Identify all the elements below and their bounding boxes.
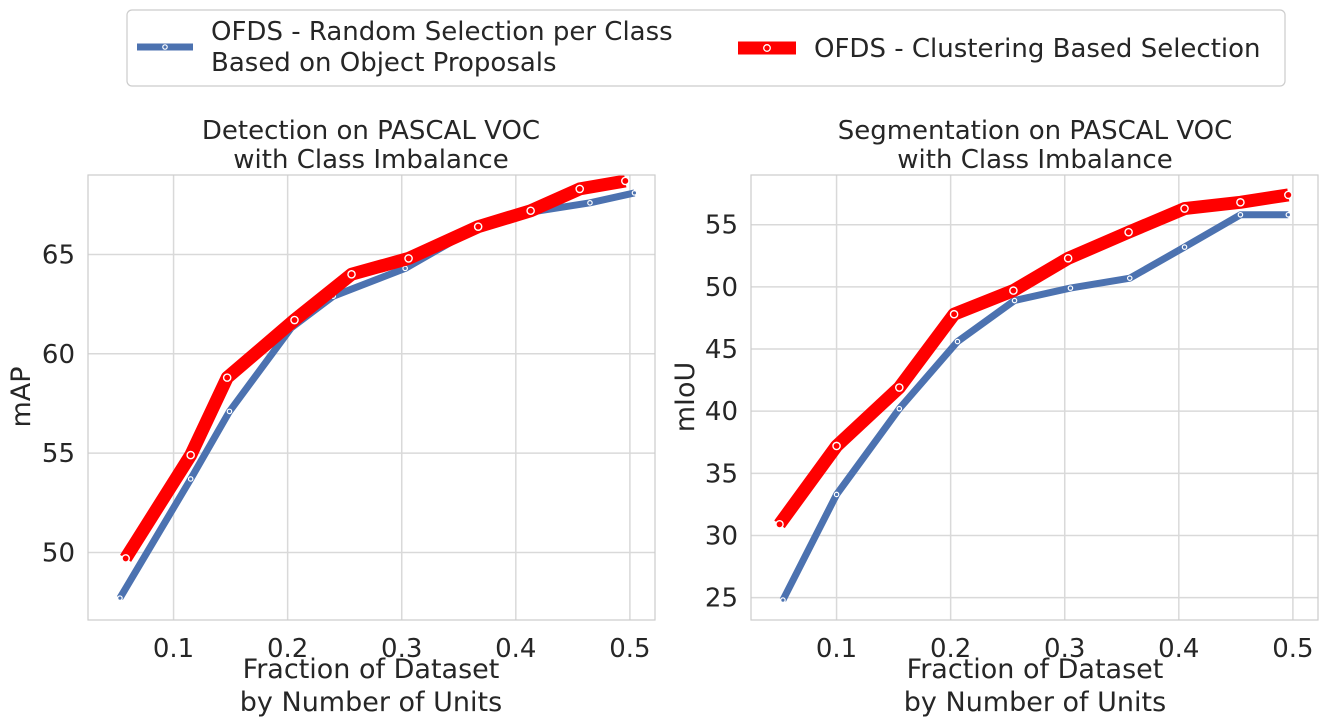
segmentation-random-series-line [779,211,1289,602]
segmentation-chart: Segmentation on PASCAL VOC with Class Im… [670,116,1319,718]
detection-random-point [587,200,593,206]
segmentation-y-tick-label: 40 [705,397,738,427]
detection-clustering-point [222,373,232,382]
detection-x-axis-label-line1: Fraction of Dataset [243,654,500,685]
segmentation-clustering-point [1124,227,1133,237]
detection-clustering-point [404,254,413,263]
detection-x-axis-label-line2: by Number of Units [240,687,502,718]
detection-clustering-point [347,270,356,279]
segmentation-clustering-point [1063,253,1073,263]
segmentation-random-point [1237,211,1244,218]
segmentation-title-line2: with Class Imbalance [897,145,1172,175]
detection-random-point [117,595,123,601]
segmentation-clustering-point [1236,198,1245,207]
legend-frame [126,9,1286,87]
detection-y-tick-label: 55 [42,439,75,469]
segmentation-y-tick-label: 55 [705,211,738,241]
detection-y-tick-label: 50 [42,538,75,568]
segmentation-plot-frame [750,174,1319,621]
segmentation-y-tick-label: 45 [705,335,738,365]
detection-random-point [226,408,233,415]
detection-series [116,174,638,601]
legend-red-label: OFDS - Clustering Based Selection [814,34,1261,64]
segmentation-clustering-point [1009,286,1018,295]
detection-grid [88,175,655,620]
segmentation-clustering-point [1284,190,1293,200]
legend-blue-marker [162,44,168,50]
segmentation-clustering-point [775,519,784,529]
detection-y-axis-label: mAP [6,366,37,427]
segmentation-clustering-point [895,383,904,392]
segmentation-random-point [780,597,786,603]
legend-red-marker [763,44,771,52]
segmentation-clustering-point [949,309,959,319]
segmentation-ticks: 0.1 0.2 0.3 0.4 0.5 25 30 35 40 45 50 55 [705,211,1314,664]
detection-ticks: 0.1 0.2 0.3 0.4 0.5 50 55 60 65 [42,240,651,664]
segmentation-y-axis-label: mIoU [670,362,701,433]
detection-x-tick-label: 0.4 [495,634,536,664]
segmentation-random-point [1067,285,1074,291]
detection-title-line2: with Class Imbalance [233,145,508,175]
segmentation-x-tick-label: 0.3 [1044,634,1085,664]
detection-random-point [631,190,638,196]
segmentation-y-tick-label: 35 [705,459,738,489]
segmentation-clustering-series-line [774,188,1290,529]
segmentation-random-point [896,405,903,412]
detection-y-tick-label: 60 [42,340,75,370]
segmentation-series [774,188,1293,603]
segmentation-random-point [1181,244,1188,250]
detection-clustering-point [186,450,195,460]
detection-clustering-point [121,554,130,563]
detection-x-tick-label: 0.3 [381,634,422,664]
segmentation-x-axis-label-line1: Fraction of Dataset [907,654,1164,685]
segmentation-x-axis-label-line2: by Number of Units [904,687,1166,718]
segmentation-grid [751,175,1318,620]
detection-random-point [402,265,408,272]
segmentation-x-tick-label: 0.2 [930,634,971,664]
segmentation-x-tick-label: 0.5 [1272,634,1313,664]
segmentation-x-tick-label: 0.4 [1158,634,1199,664]
segmentation-y-tick-label: 50 [705,273,738,303]
detection-clustering-point [526,206,535,216]
detection-title-line1: Detection on PASCAL VOC [202,116,540,146]
legend-blue-label-line1: OFDS - Random Selection per Class [211,17,673,47]
segmentation-random-point [1285,211,1292,218]
detection-random-series-line [116,189,636,600]
segmentation-random-point [1011,297,1018,304]
detection-clustering-point [290,315,299,325]
detection-clustering-point [621,176,630,186]
detection-plot-frame [87,174,656,621]
detection-random-point [187,476,194,482]
segmentation-random-point [1126,275,1133,281]
segmentation-clustering-point [1180,204,1189,213]
detection-x-tick-label: 0.5 [609,634,650,664]
detection-clustering-point [575,184,585,194]
segmentation-random-point [954,338,961,345]
detection-x-tick-label: 0.1 [153,634,194,664]
legend: OFDS - Random Selection per Class Based … [126,9,1286,87]
detection-y-tick-label: 65 [42,240,75,270]
detection-clustering-series-line [120,174,627,562]
segmentation-y-tick-label: 25 [705,584,738,614]
legend-blue-label-line2: Based on Object Proposals [211,48,557,78]
segmentation-x-tick-label: 0.1 [816,634,857,664]
segmentation-title-line1: Segmentation on PASCAL VOC [838,116,1233,146]
detection-chart: Detection on PASCAL VOC with Class Imbal… [6,116,656,718]
detection-x-tick-label: 0.2 [267,634,308,664]
segmentation-clustering-point [832,441,841,451]
segmentation-random-point [833,491,840,498]
detection-clustering-point [473,222,483,231]
segmentation-y-tick-label: 30 [705,521,738,551]
